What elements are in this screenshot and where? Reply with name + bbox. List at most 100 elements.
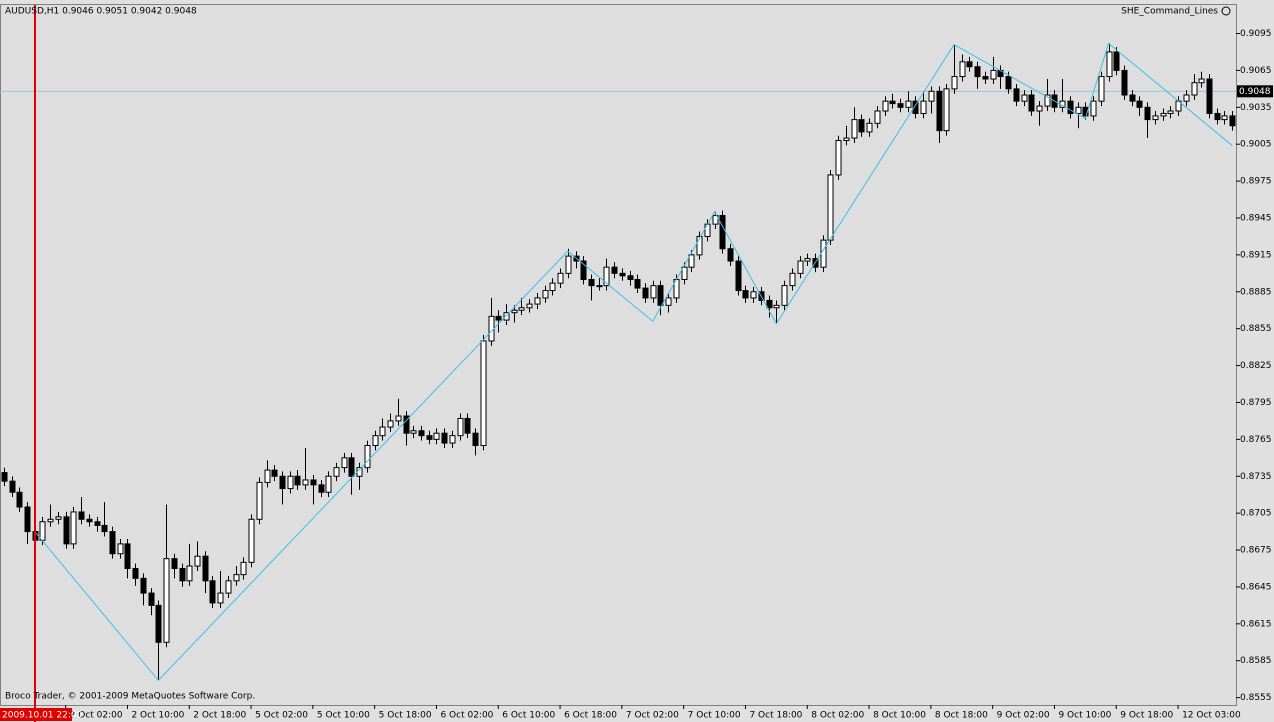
candle-body bbox=[1082, 106, 1089, 117]
candle-body bbox=[866, 122, 873, 133]
candle-body bbox=[364, 445, 371, 469]
candle-body bbox=[835, 140, 842, 176]
candle-body bbox=[101, 524, 108, 533]
candle-body bbox=[518, 307, 525, 311]
y-tick-label: 0.8555 bbox=[1240, 693, 1272, 703]
candle-body bbox=[882, 100, 889, 112]
candle-body bbox=[379, 426, 386, 437]
candle-body bbox=[1160, 112, 1167, 117]
y-tick-label: 0.8945 bbox=[1240, 213, 1272, 223]
candle-body bbox=[202, 555, 209, 582]
candle-body bbox=[63, 516, 70, 545]
candle-body bbox=[851, 119, 858, 139]
candle-body bbox=[712, 215, 719, 225]
zigzag-line bbox=[34, 42, 1233, 682]
candle-body bbox=[1036, 105, 1043, 112]
candle-body bbox=[742, 290, 749, 299]
y-tick-label: 0.9065 bbox=[1240, 66, 1272, 76]
candle-body bbox=[403, 415, 410, 434]
candle-body bbox=[735, 260, 742, 292]
y-tick-label: 0.8855 bbox=[1240, 324, 1272, 334]
candle-body bbox=[387, 420, 394, 428]
candle-body bbox=[47, 518, 54, 523]
plot-frame bbox=[0, 4, 1237, 706]
y-tick-label: 0.9035 bbox=[1240, 103, 1272, 113]
candle-body bbox=[294, 475, 301, 486]
candle-body bbox=[650, 285, 657, 299]
candle-body bbox=[480, 340, 487, 447]
candle-body bbox=[179, 567, 186, 582]
candle-body bbox=[951, 76, 958, 90]
candle-body bbox=[619, 272, 626, 277]
candle-body bbox=[1021, 94, 1028, 102]
candle-body bbox=[310, 479, 317, 486]
candle-body bbox=[750, 291, 757, 299]
candle-body bbox=[240, 561, 247, 576]
x-tick-label: 7 Oct 02:00 bbox=[626, 711, 679, 721]
candle-body bbox=[557, 272, 564, 284]
candle-body bbox=[596, 285, 603, 288]
candle-body bbox=[665, 297, 672, 306]
indicator-icon bbox=[1221, 6, 1231, 16]
candle-body bbox=[928, 90, 935, 102]
candle-body bbox=[1067, 100, 1074, 114]
candle-body bbox=[1167, 110, 1174, 114]
candle-body bbox=[905, 100, 912, 108]
x-tick-label: 9 Oct 18:00 bbox=[1120, 711, 1173, 721]
candle-body bbox=[124, 543, 131, 569]
indicator-name: SHE_Command_Lines bbox=[1121, 7, 1218, 17]
x-tick-label: 6 Oct 02:00 bbox=[440, 711, 493, 721]
candle-body bbox=[16, 491, 23, 508]
candle-body bbox=[55, 516, 62, 520]
candle-body bbox=[248, 518, 255, 563]
candle-body bbox=[1221, 115, 1228, 121]
x-tick-label: 8 Oct 02:00 bbox=[811, 711, 864, 721]
candle-body bbox=[889, 100, 896, 105]
candle-body bbox=[163, 558, 170, 643]
candle-body bbox=[1191, 82, 1198, 96]
candle-body bbox=[70, 511, 77, 545]
candle-body bbox=[681, 266, 688, 280]
bid-label: 0.9048 bbox=[1239, 87, 1271, 97]
candle-body bbox=[449, 435, 456, 444]
candle-body bbox=[1129, 94, 1136, 102]
x-tick-label: 9 Oct 02:00 bbox=[997, 711, 1050, 721]
y-tick-label: 0.8705 bbox=[1240, 509, 1272, 519]
candle-body bbox=[565, 255, 572, 274]
candle-body bbox=[943, 88, 950, 132]
candle-body bbox=[472, 432, 479, 447]
candle-body bbox=[132, 567, 139, 579]
candle-body bbox=[264, 469, 271, 483]
candle-body bbox=[233, 574, 240, 582]
candle-body bbox=[348, 457, 355, 477]
candle-body bbox=[642, 287, 649, 299]
candle-body bbox=[627, 275, 634, 280]
x-tick-label: 5 Oct 02:00 bbox=[255, 711, 308, 721]
y-tick-label: 0.8585 bbox=[1240, 656, 1272, 666]
candle-body bbox=[1075, 106, 1082, 114]
candle-body bbox=[109, 531, 116, 555]
candle-body bbox=[39, 521, 46, 541]
candle-body bbox=[1198, 78, 1205, 84]
candle-body bbox=[148, 592, 155, 606]
footer: Broco Trader, © 2001-2009 MetaQuotes Sof… bbox=[5, 692, 255, 702]
candle-body bbox=[580, 260, 587, 280]
x-tick-label: 12 Oct 03:00 bbox=[1182, 711, 1241, 721]
x-tick-label: 5 Oct 18:00 bbox=[379, 711, 432, 721]
candle-body bbox=[789, 272, 796, 287]
candle-body bbox=[1152, 115, 1159, 121]
candle-body bbox=[1028, 94, 1035, 112]
candle-body bbox=[982, 76, 989, 80]
candle-body bbox=[773, 304, 780, 309]
candle-body bbox=[1214, 112, 1221, 121]
y-tick-label: 0.8675 bbox=[1240, 546, 1272, 556]
candle-body bbox=[194, 555, 201, 567]
candle-body bbox=[94, 521, 101, 526]
x-tick-label: 2 Oct 02:00 bbox=[70, 711, 123, 721]
candle-body bbox=[696, 235, 703, 256]
candle-body bbox=[657, 285, 664, 306]
candle-body bbox=[820, 239, 827, 268]
candle-body bbox=[464, 417, 471, 434]
y-tick-label: 0.8975 bbox=[1240, 177, 1272, 187]
candle-body bbox=[1, 472, 8, 482]
